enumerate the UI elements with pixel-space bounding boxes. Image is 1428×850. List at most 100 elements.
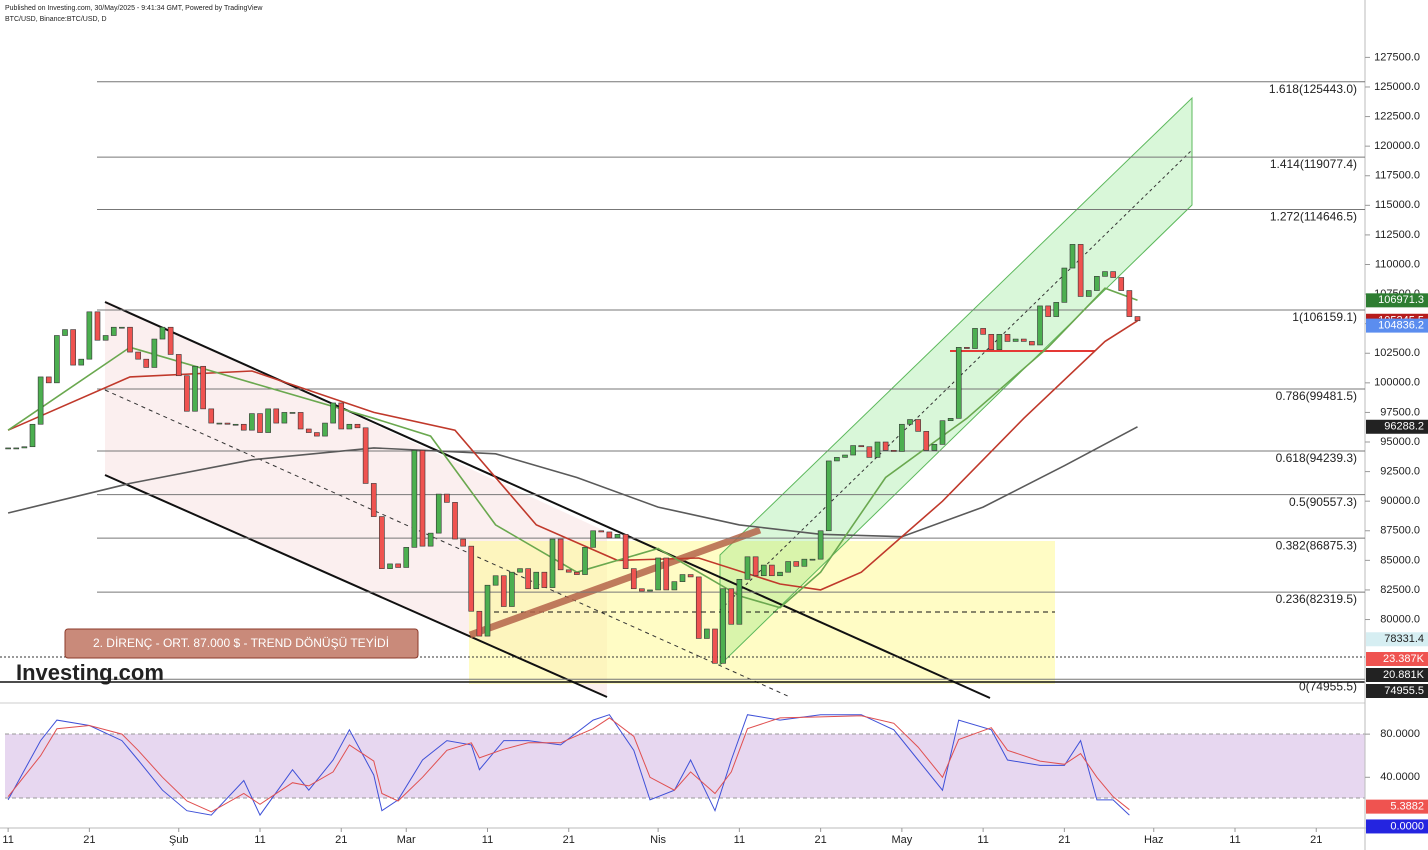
candle (866, 446, 873, 458)
candle (1061, 267, 1068, 303)
price-tag (1366, 318, 1428, 333)
candle (850, 445, 856, 456)
fib-label: 1.618(125443.0) (1269, 82, 1357, 96)
moving-average (7, 426, 1138, 538)
candle (1085, 290, 1092, 297)
fib-label: 1.414(119077.4) (1270, 157, 1357, 171)
y-tick-label: 85000.0 (1380, 554, 1420, 566)
candle (143, 358, 150, 368)
price-tag-label: 23.387K (1383, 653, 1425, 665)
candle (175, 354, 182, 377)
candle (240, 423, 247, 431)
candle (370, 483, 377, 517)
candle (890, 449, 897, 452)
candle (1110, 271, 1116, 278)
candle (777, 571, 783, 577)
x-tick-label: 21 (1310, 834, 1322, 846)
candle (322, 422, 328, 437)
candle (314, 432, 320, 437)
candle (13, 447, 20, 450)
x-tick-label: 11 (734, 834, 745, 846)
candle (1126, 290, 1133, 317)
fib-label: 1.272(114646.5) (1270, 210, 1357, 224)
candle (37, 376, 44, 425)
candle (200, 365, 206, 410)
price-tag (1366, 419, 1428, 434)
x-tick-label: 21 (335, 834, 347, 846)
candle (338, 402, 345, 430)
candle (509, 571, 515, 607)
candle (452, 502, 458, 540)
candle (598, 530, 605, 533)
candle (687, 574, 694, 578)
candle (882, 441, 889, 451)
candle (460, 538, 466, 547)
candle (980, 328, 986, 335)
candle (45, 376, 52, 384)
candle (801, 558, 808, 567)
y-tick-label: 97500.0 (1380, 406, 1420, 418)
candle (354, 423, 361, 429)
candle (184, 375, 190, 412)
candle (1102, 271, 1108, 277)
candle (964, 347, 970, 349)
candle (533, 571, 540, 590)
candle (712, 628, 718, 664)
candle (305, 428, 312, 433)
candle (582, 547, 588, 575)
y-tick-label: 90000.0 (1380, 495, 1420, 507)
trendline (104, 474, 608, 698)
y-tick-label: 122500.0 (1374, 110, 1420, 122)
y-tick-label: 117500.0 (1375, 170, 1420, 182)
candle (972, 328, 978, 349)
price-tag-label: 5.3882 (1390, 801, 1424, 813)
candle (119, 326, 125, 329)
candle (403, 547, 410, 568)
candle (671, 581, 678, 591)
candle (249, 413, 255, 431)
candle (1037, 305, 1043, 346)
candle (435, 493, 442, 534)
candle (825, 460, 832, 532)
x-tick-label: 21 (563, 834, 575, 846)
candle (395, 563, 401, 568)
candle (102, 335, 109, 341)
x-tick-label: 11 (2, 834, 13, 846)
candle (411, 449, 418, 548)
candle (614, 534, 621, 539)
candle (639, 588, 645, 592)
candle (549, 538, 556, 588)
y-tick-label: 120000.0 (1374, 140, 1420, 152)
candle (1029, 341, 1035, 346)
x-tick-label: May (891, 834, 912, 846)
candle (947, 418, 954, 422)
fib-label: 1(106159.1) (1292, 310, 1357, 324)
moving-average (7, 320, 1138, 591)
candle (752, 556, 759, 577)
candle (419, 449, 426, 547)
candle (525, 568, 531, 590)
candle (517, 568, 523, 573)
candle (346, 423, 353, 430)
candle (444, 493, 450, 503)
candle (54, 335, 60, 384)
x-tick-label: Şub (169, 834, 189, 846)
y-tick-label: 87500.0 (1380, 525, 1420, 537)
candle (1118, 277, 1125, 291)
price-tag (1366, 293, 1428, 308)
price-tag (1366, 799, 1428, 814)
stoch-band (5, 734, 1365, 798)
x-tick-label: Mar (397, 834, 416, 846)
x-tick-label: 21 (83, 834, 95, 846)
candle (760, 564, 767, 577)
candle (996, 334, 1003, 351)
candle (379, 516, 385, 569)
price-tag-label: 106971.3 (1378, 294, 1424, 306)
candle (655, 557, 661, 591)
candle (297, 412, 304, 430)
candle (630, 568, 637, 590)
candle (817, 530, 824, 560)
y-tick-label: 125000.0 (1374, 81, 1420, 93)
x-tick-label: Nis (650, 834, 666, 846)
